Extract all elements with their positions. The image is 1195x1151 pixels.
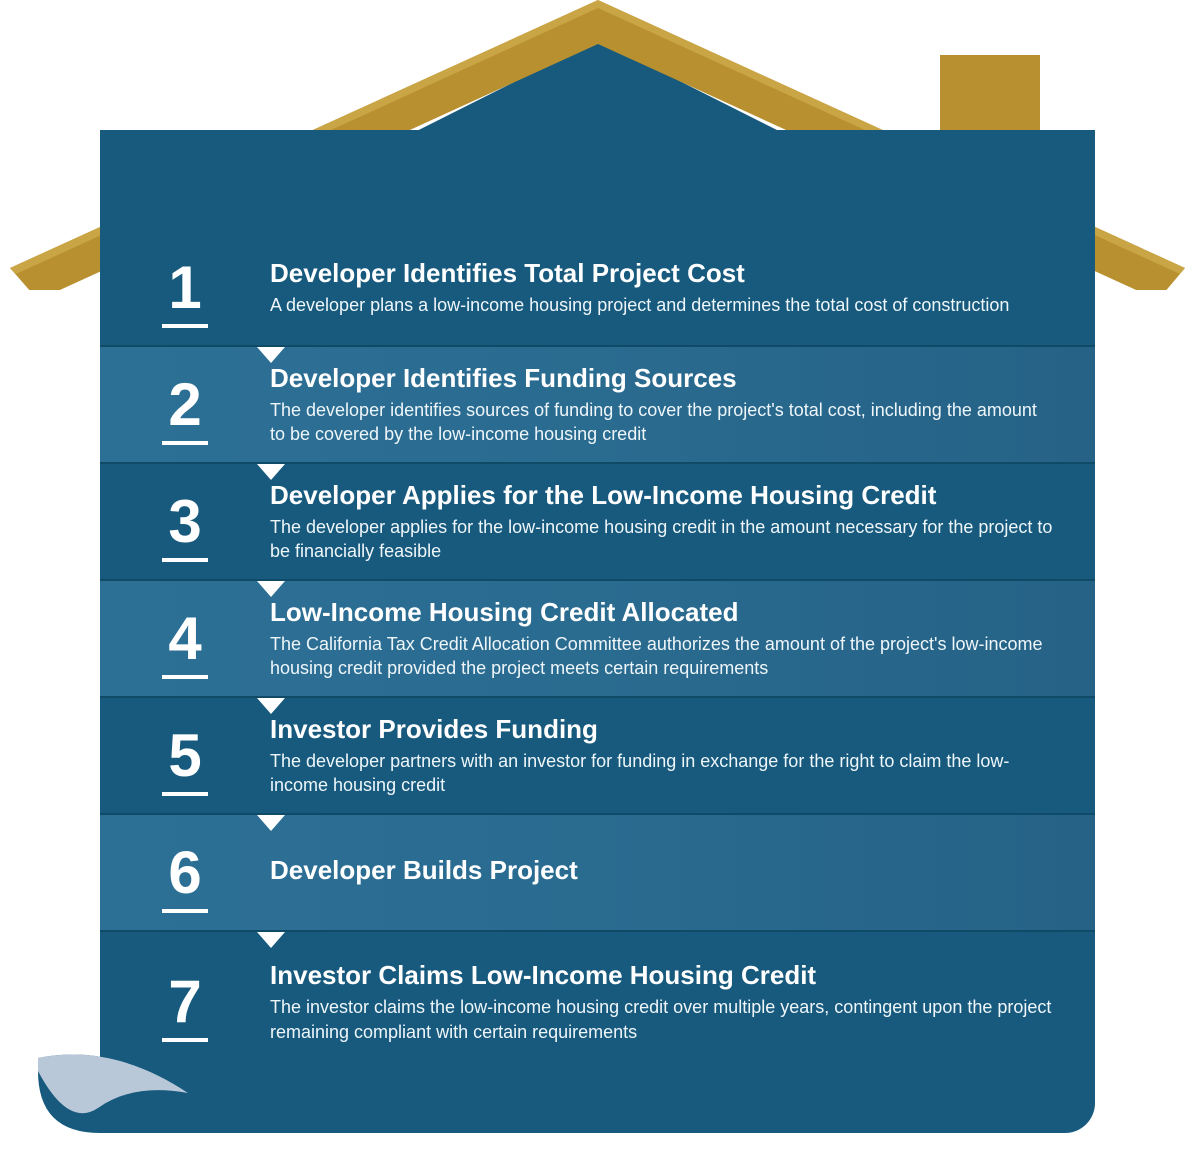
step-desc: A developer plans a low-income housing p… — [270, 293, 1055, 317]
step-desc: The developer partners with an investor … — [270, 749, 1055, 798]
step-content: Investor Claims Low-Income Housing Credi… — [270, 960, 1055, 1044]
step-2: 2 Developer Identifies Funding Sources The… — [100, 347, 1095, 464]
step-number: 7 — [150, 972, 220, 1032]
step-number: 6 — [150, 843, 220, 903]
step-7: 7 Investor Claims Low-Income Housing Cred… — [100, 932, 1095, 1072]
step-title: Developer Identifies Total Project Cost — [270, 258, 1055, 289]
step-1: 1 Developer Identifies Total Project Cost… — [100, 230, 1095, 347]
chevron-down-icon — [257, 347, 285, 363]
step-5: 5 Investor Provides Funding The developer … — [100, 698, 1095, 815]
step-content: Developer Builds Project — [270, 855, 1055, 890]
step-desc: The developer applies for the low-income… — [270, 515, 1055, 564]
chevron-down-icon — [257, 932, 285, 948]
steps-container: 1 Developer Identifies Total Project Cost… — [100, 230, 1095, 1072]
step-desc: The California Tax Credit Allocation Com… — [270, 632, 1055, 681]
step-desc: The developer identifies sources of fund… — [270, 398, 1055, 447]
step-content: Developer Identifies Total Project Cost A… — [270, 258, 1055, 317]
step-3: 3 Developer Applies for the Low-Income Ho… — [100, 464, 1095, 581]
step-number: 4 — [150, 609, 220, 669]
step-number: 5 — [150, 726, 220, 786]
step-title: Developer Identifies Funding Sources — [270, 363, 1055, 394]
step-title: Investor Claims Low-Income Housing Credi… — [270, 960, 1055, 991]
step-content: Developer Applies for the Low-Income Hou… — [270, 480, 1055, 564]
chevron-down-icon — [257, 698, 285, 714]
step-number: 3 — [150, 492, 220, 552]
step-title: Low-Income Housing Credit Allocated — [270, 597, 1055, 628]
step-content: Developer Identifies Funding Sources The … — [270, 363, 1055, 447]
step-content: Investor Provides Funding The developer p… — [270, 714, 1055, 798]
step-desc: The investor claims the low-income housi… — [270, 995, 1055, 1044]
infographic-canvas: 1 Developer Identifies Total Project Cost… — [0, 0, 1195, 1151]
chevron-down-icon — [257, 815, 285, 831]
step-title: Investor Provides Funding — [270, 714, 1055, 745]
step-number: 2 — [150, 375, 220, 435]
step-6: 6 Developer Builds Project — [100, 815, 1095, 932]
step-title: Developer Applies for the Low-Income Hou… — [270, 480, 1055, 511]
step-4: 4 Low-Income Housing Credit Allocated The … — [100, 581, 1095, 698]
step-title: Developer Builds Project — [270, 855, 1055, 886]
step-number: 1 — [150, 258, 220, 318]
chevron-down-icon — [257, 581, 285, 597]
step-content: Low-Income Housing Credit Allocated The C… — [270, 597, 1055, 681]
chevron-down-icon — [257, 464, 285, 480]
